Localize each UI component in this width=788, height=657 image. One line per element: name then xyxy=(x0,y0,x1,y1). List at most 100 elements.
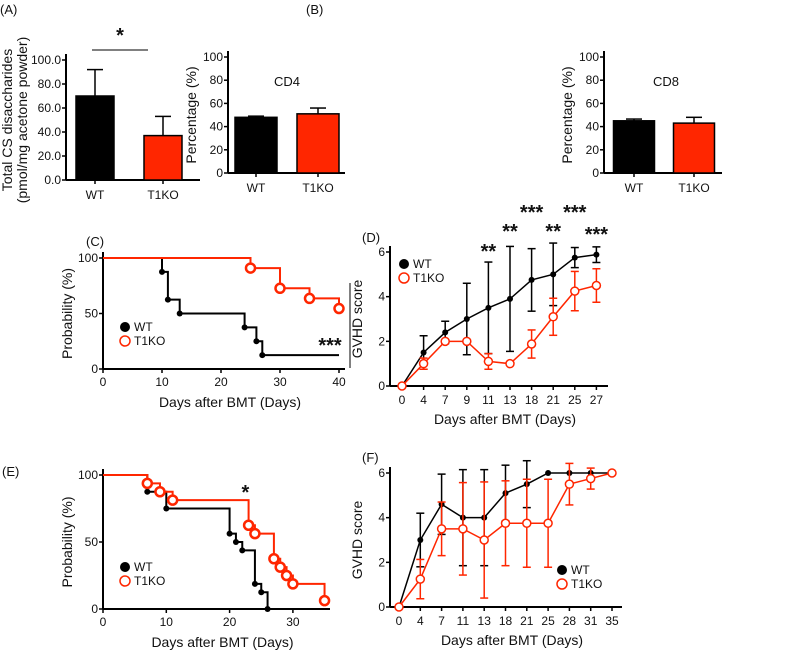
legend-t1ko-icon xyxy=(398,272,410,284)
legend-wt-icon xyxy=(120,562,130,572)
wt-marker xyxy=(545,470,552,476)
x-tick-label: 20 xyxy=(214,375,228,389)
significance-marker: ** xyxy=(481,241,497,263)
x-tick-label: 4 xyxy=(417,614,424,628)
bar-wt xyxy=(234,116,278,174)
t1ko-marker xyxy=(585,473,596,484)
t1ko-marker xyxy=(249,527,261,540)
y-axis-label: (pmol/mg acetone powder) xyxy=(14,37,30,204)
t1ko-marker xyxy=(564,479,575,489)
x-tick-label: 0 xyxy=(399,393,406,407)
x-tick-label: 18 xyxy=(525,393,539,407)
y-tick-label: 80 xyxy=(210,73,224,87)
significance-marker: ** xyxy=(502,221,518,243)
y-tick-label: 0 xyxy=(378,600,385,614)
significance-marker: ** xyxy=(545,221,561,243)
x-tick-label: 0 xyxy=(100,615,107,629)
chart-title: CD4 xyxy=(274,74,300,89)
t1ko-marker xyxy=(415,574,426,584)
t1ko-marker xyxy=(141,477,154,490)
x-tick-label: 31 xyxy=(584,614,598,628)
x-tick-label: 9 xyxy=(463,393,470,407)
x-tick-label: 30 xyxy=(273,375,287,389)
t1ko-marker xyxy=(244,262,257,274)
significance-marker: *** xyxy=(585,224,609,246)
legend-t1ko-icon xyxy=(556,578,568,590)
wt-marker xyxy=(232,539,239,545)
panel-label: (F) xyxy=(362,450,379,465)
panel-b: (B) 0 20 40 60 80 100 Percentage (%) CD4 WT T1KO xyxy=(183,2,345,195)
wt-marker xyxy=(264,606,271,612)
legend-wt-icon xyxy=(557,565,567,575)
wt-marker xyxy=(176,310,183,317)
t1ko-marker xyxy=(280,569,293,582)
legend-wt-label: WT xyxy=(413,257,432,271)
x-tick-label: 18 xyxy=(499,614,513,628)
y-tick-label: 100 xyxy=(78,251,98,265)
t1ko-marker xyxy=(154,486,166,498)
x-tick-label: 28 xyxy=(563,614,577,628)
y-tick-label: 60.0 xyxy=(38,101,62,115)
y-tick-label: 0 xyxy=(592,166,599,180)
panel-label: (E) xyxy=(2,464,19,479)
x-tick-label: 21 xyxy=(547,393,561,407)
wt-marker xyxy=(463,316,470,322)
wt-marker xyxy=(528,276,535,283)
t1ko-marker xyxy=(548,312,558,322)
wt-marker xyxy=(163,505,170,512)
legend-wt-icon xyxy=(399,259,409,269)
x-tick-label: 0 xyxy=(396,614,403,628)
legend-wt-label: WT xyxy=(571,563,590,577)
legend-wt-label: WT xyxy=(134,320,153,334)
t1ko-marker xyxy=(500,518,511,528)
legend-t1ko-label: T1KO xyxy=(571,577,602,591)
legend-t1ko-icon xyxy=(119,335,131,347)
t1ko-marker xyxy=(268,553,280,565)
t1ko-marker xyxy=(436,524,447,534)
y-tick-label: 50 xyxy=(85,535,99,549)
wt-marker xyxy=(239,547,246,554)
x-tick-label: T1KO xyxy=(302,181,333,195)
bar-t1ko xyxy=(296,113,340,174)
x-tick-label: 27 xyxy=(590,393,604,407)
legend-wt-icon xyxy=(120,322,130,332)
x-tick-label: 11 xyxy=(482,393,495,407)
x-tick-label: 7 xyxy=(438,614,445,628)
y-tick-label: 100 xyxy=(203,50,223,64)
x-tick-label: 20 xyxy=(223,615,237,629)
t1ko-marker xyxy=(274,282,286,295)
x-tick-label: 13 xyxy=(503,393,517,407)
y-axis-label: Probability (%) xyxy=(59,496,75,587)
wt-marker xyxy=(571,254,578,261)
legend-t1ko-icon xyxy=(119,575,131,587)
y-axis-label: GVHD score xyxy=(349,280,365,359)
y-tick-label: 6 xyxy=(378,245,385,259)
x-tick-label: 11 xyxy=(457,614,470,628)
bar-t1ko xyxy=(143,134,183,181)
t1ko-marker xyxy=(318,594,331,607)
x-tick-label: 7 xyxy=(442,393,449,407)
y-tick-label: 0 xyxy=(91,362,98,376)
x-axis-label: Days after BMT (Days) xyxy=(434,411,576,427)
x-tick-label: WT xyxy=(247,181,266,195)
bar-wt xyxy=(612,120,656,174)
t1ko-marker xyxy=(591,280,602,291)
y-tick-label: 60 xyxy=(586,96,600,110)
y-axis-label: GVHD score xyxy=(349,501,365,580)
y-tick-label: 40.0 xyxy=(38,125,62,139)
wt-marker xyxy=(420,349,427,356)
bar-wt xyxy=(75,95,115,181)
significance-marker: * xyxy=(116,25,124,47)
wt-marker xyxy=(164,296,171,303)
t1ko-marker xyxy=(543,518,553,528)
y-tick-label: 0 xyxy=(216,166,223,180)
legend-wt-label: WT xyxy=(134,560,153,574)
t1ko-marker xyxy=(287,578,299,590)
